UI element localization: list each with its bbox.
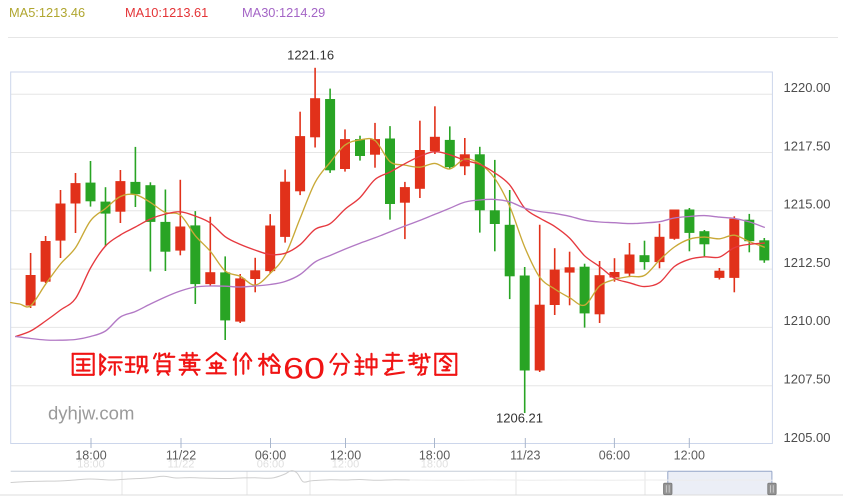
svg-text:12:00: 12:00 — [330, 449, 361, 463]
svg-text:18:00: 18:00 — [75, 449, 106, 463]
svg-text:1210.00: 1210.00 — [784, 313, 831, 328]
svg-text:MA5:1213.46: MA5:1213.46 — [9, 5, 85, 20]
svg-text:60: 60 — [283, 353, 325, 386]
svg-text:1207.50: 1207.50 — [784, 372, 831, 387]
svg-text:1217.50: 1217.50 — [784, 138, 831, 153]
svg-text:MA30:1214.29: MA30:1214.29 — [242, 5, 325, 20]
svg-text:12:00: 12:00 — [674, 449, 705, 463]
svg-text:MA10:1213.61: MA10:1213.61 — [125, 5, 208, 20]
svg-text:11/22: 11/22 — [166, 449, 196, 463]
svg-text:1220.00: 1220.00 — [784, 80, 831, 95]
svg-text:18:00: 18:00 — [77, 459, 105, 471]
svg-text:11/23: 11/23 — [510, 449, 540, 463]
svg-text:1212.50: 1212.50 — [784, 255, 831, 270]
svg-text:06:00: 06:00 — [257, 459, 285, 471]
svg-text:1215.00: 1215.00 — [784, 197, 831, 212]
svg-text:06:00: 06:00 — [599, 449, 630, 463]
svg-text:11/22: 11/22 — [168, 459, 195, 471]
svg-text:18:00: 18:00 — [421, 459, 449, 471]
svg-text:1205.00: 1205.00 — [784, 430, 831, 445]
svg-text:18:00: 18:00 — [419, 449, 450, 463]
svg-text:1221.16: 1221.16 — [287, 48, 334, 63]
svg-text:dyhjw.com: dyhjw.com — [48, 403, 134, 424]
svg-text:06:00: 06:00 — [255, 449, 286, 463]
svg-text:12:00: 12:00 — [332, 459, 360, 471]
svg-text:1206.21: 1206.21 — [496, 411, 543, 426]
